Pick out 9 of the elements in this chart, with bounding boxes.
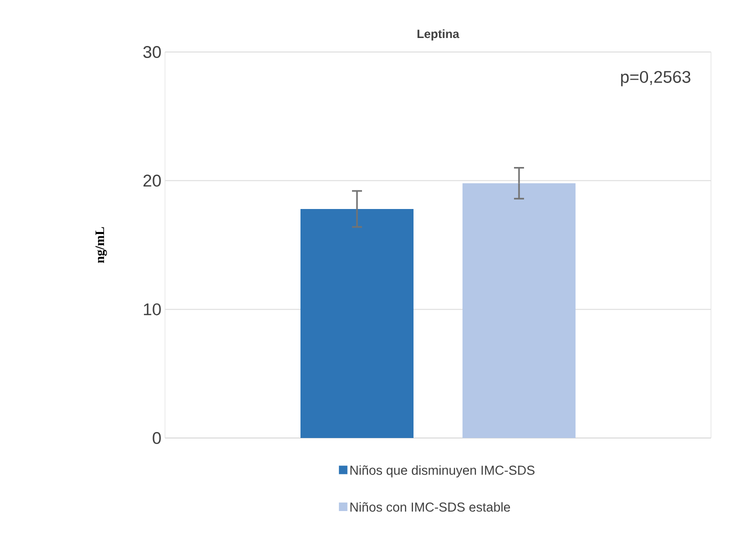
annotation: p=0,2563	[621, 70, 690, 86]
y-tick-label: 0	[152, 432, 161, 444]
y-tick-label: 20	[144, 174, 161, 187]
legend-label: Niños con IMC-SDS estable	[350, 502, 510, 512]
legend-label: Niños que disminuyen IMC-SDS	[350, 465, 534, 478]
y-axis-title: ng/mL	[95, 227, 107, 263]
y-tick-label: 30	[143, 46, 161, 58]
chart-title: Leptina	[418, 29, 460, 40]
y-tick-label: 10	[144, 303, 161, 316]
